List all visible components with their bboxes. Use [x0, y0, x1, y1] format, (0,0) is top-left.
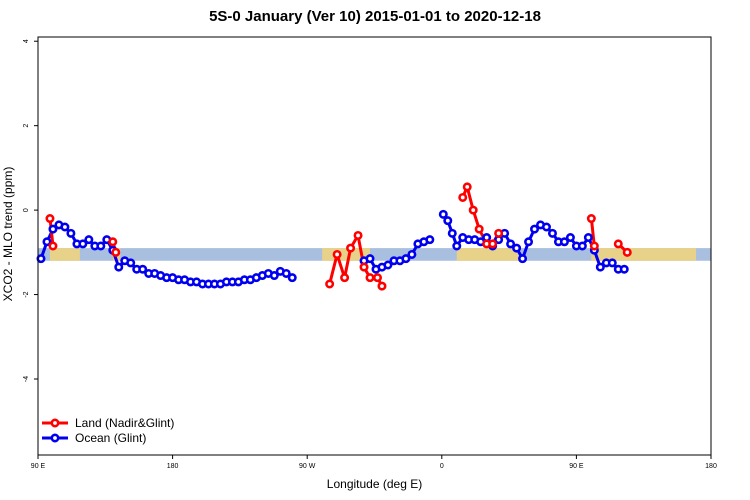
data-point	[325, 279, 335, 289]
data-point	[84, 235, 94, 245]
data-point	[401, 254, 411, 264]
data-point	[541, 222, 551, 232]
x-tick-label: 90 E	[31, 463, 46, 470]
x-tick-label: 90 W	[299, 463, 316, 470]
y-tick-label: -4	[23, 376, 30, 382]
data-point	[458, 192, 468, 202]
data-point	[42, 237, 52, 247]
data-point	[559, 237, 569, 247]
ocean-band	[38, 248, 711, 261]
data-point	[619, 264, 629, 274]
data-point	[353, 230, 363, 240]
y-axis-ticks: 4 2 0 -2 -4	[23, 39, 38, 382]
x-tick-label: 180	[705, 463, 717, 470]
data-point	[506, 239, 516, 249]
data-point	[60, 222, 70, 232]
data-point	[332, 249, 342, 259]
data-point	[530, 224, 540, 234]
data-point	[583, 233, 593, 243]
data-point	[462, 182, 472, 192]
data-point	[111, 247, 121, 257]
data-point	[372, 273, 382, 283]
chart-title: 5S-0 January (Ver 10) 2015-01-01 to 2020…	[209, 8, 541, 25]
legend-label: Land (Nadir&Glint)	[75, 416, 174, 430]
legend-marker	[50, 433, 60, 443]
legend-label: Ocean (Glint)	[75, 431, 146, 445]
land-band-segment	[456, 248, 520, 261]
data-point	[512, 243, 522, 253]
data-point	[524, 237, 534, 247]
data-point	[138, 264, 148, 274]
data-point	[36, 254, 46, 264]
data-point	[565, 233, 575, 243]
plot-frame	[37, 36, 712, 456]
series-line	[589, 218, 596, 247]
data-point	[407, 249, 417, 259]
data-point	[48, 224, 58, 234]
x-tick-label: 0	[440, 463, 444, 470]
data-point	[346, 243, 356, 253]
data-point	[383, 260, 393, 270]
data-point	[365, 254, 375, 264]
data-point	[447, 228, 457, 238]
land-band-segment	[591, 248, 697, 261]
data-point	[607, 258, 617, 268]
y-tick-label: -2	[23, 291, 30, 297]
data-point	[474, 224, 484, 234]
data-point	[377, 281, 387, 291]
data-point	[589, 241, 599, 251]
data-point	[425, 235, 435, 245]
data-point	[443, 216, 453, 226]
data-point	[468, 205, 478, 215]
y-tick-label: 0	[23, 208, 30, 212]
x-axis-label: Longitude (deg E)	[327, 477, 422, 491]
data-point	[45, 214, 55, 224]
data-point	[365, 273, 375, 283]
y-axis-label: XCO2 - MLO trend (ppm)	[1, 167, 15, 302]
series-point-layer	[36, 182, 632, 291]
x-axis-ticks: 90 E 180 90 W 0 90 E 180	[31, 455, 717, 470]
data-point	[108, 237, 118, 247]
y-tick-label: 2	[23, 124, 30, 128]
legend-marker	[50, 418, 60, 428]
data-point	[66, 228, 76, 238]
data-point	[577, 241, 587, 251]
legend: Land (Nadir&Glint)Ocean (Glint)	[42, 416, 174, 445]
data-point	[547, 228, 557, 238]
data-point	[595, 262, 605, 272]
series-line-layer	[39, 185, 629, 287]
data-point	[452, 241, 462, 251]
data-point	[114, 262, 124, 272]
land-band-segment	[49, 248, 80, 261]
data-point	[359, 262, 369, 272]
data-point	[622, 247, 632, 257]
data-point	[78, 239, 88, 249]
x-tick-label: 180	[167, 463, 179, 470]
data-point	[48, 241, 58, 251]
x-tick-label: 90 E	[569, 463, 584, 470]
data-point	[126, 258, 136, 268]
data-point	[287, 273, 297, 283]
data-point	[96, 241, 106, 251]
data-point	[340, 273, 350, 283]
data-point	[518, 254, 528, 264]
data-point	[488, 239, 498, 249]
data-point	[586, 214, 596, 224]
data-point	[438, 209, 448, 219]
data-point	[269, 271, 279, 281]
data-point	[281, 268, 291, 278]
data-point	[494, 228, 504, 238]
data-point	[613, 239, 623, 249]
y-tick-label: 4	[23, 39, 30, 43]
